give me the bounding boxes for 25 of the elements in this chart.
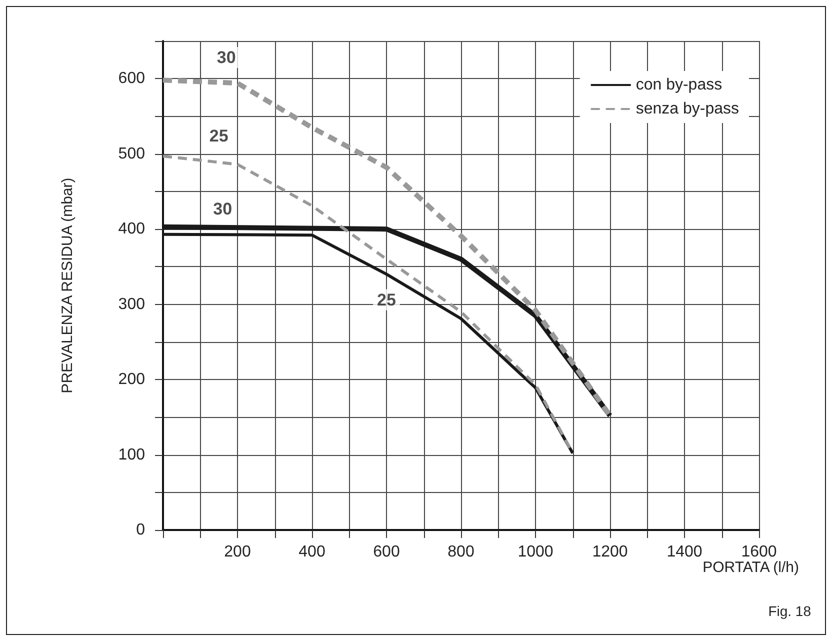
y-tick-label: 300: [118, 296, 146, 313]
x-tick-label: 600: [373, 544, 400, 560]
x-axis-title: PORTATA (l/h): [702, 559, 799, 576]
annotation: 25: [209, 126, 228, 146]
caption: Fig. 18: [768, 603, 812, 619]
x-tick-label: 800: [448, 544, 474, 560]
annotation: 30: [213, 199, 232, 218]
annotation: 25: [377, 290, 396, 310]
y-tick-label: 0: [136, 522, 146, 538]
legend-label: senza by-pass: [636, 100, 740, 118]
x-tick-label: 400: [298, 544, 326, 560]
x-tick-label: 1200: [592, 544, 628, 560]
x-tick-label: 1600: [741, 544, 777, 560]
legend-label: con by-pass: [636, 76, 722, 94]
y-axis-title: PREVALENZA RESIDUA (mbar): [59, 178, 76, 394]
y-tick-label: 500: [118, 145, 146, 162]
y-tick-label: 600: [118, 70, 146, 88]
x-tick-label: 1400: [666, 544, 702, 560]
line-series: [162, 154, 574, 455]
y-tick-label: 200: [118, 371, 146, 388]
y-tick-label: 100: [118, 446, 146, 464]
x-tick-label: 200: [224, 544, 251, 560]
x-tick-label: 1000: [518, 544, 554, 560]
annotation: 30: [216, 48, 236, 68]
y-tick-label: 400: [118, 220, 146, 238]
